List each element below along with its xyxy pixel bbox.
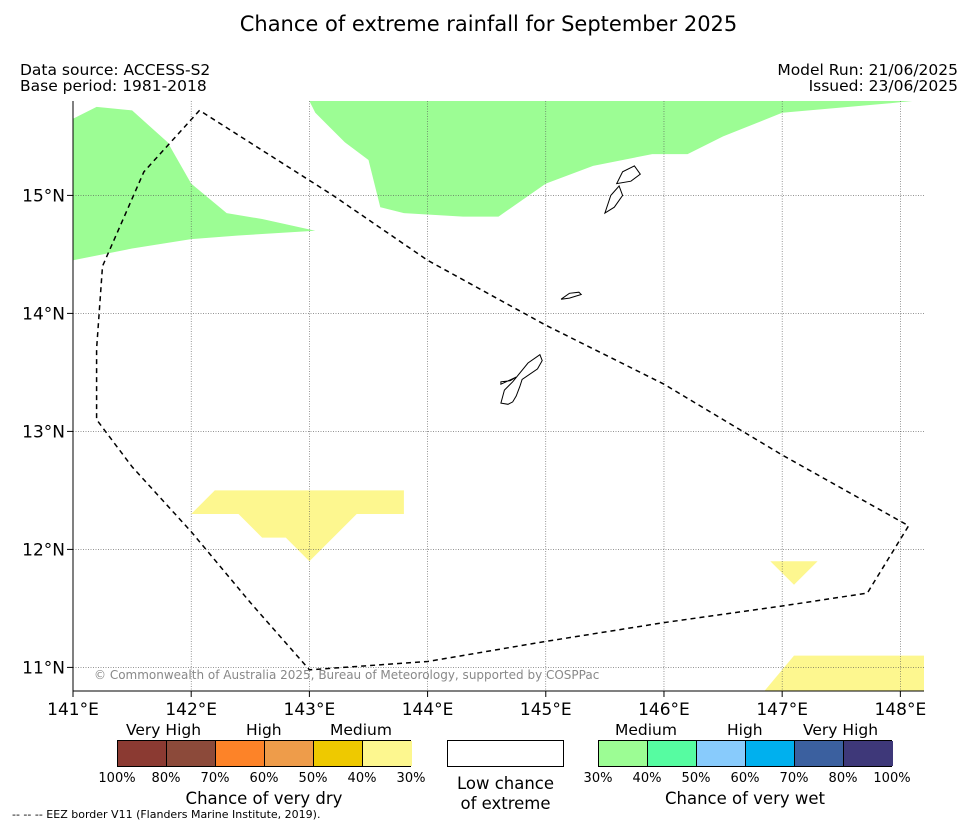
copyright-notice: © Commonwealth of Australia 2025, Bureau… — [94, 668, 599, 682]
legend-percent-label: 60% — [730, 771, 760, 786]
legend-swatch — [844, 741, 893, 766]
lon-tick-label: 146°E — [638, 700, 690, 720]
lat-tick-label: 15°N — [22, 186, 65, 206]
legend-swatch — [265, 741, 314, 766]
legend-swatch — [746, 741, 795, 766]
coastlines — [500, 165, 641, 405]
lat-tick-label: 13°N — [22, 422, 65, 442]
legend-percent-label: 50% — [298, 771, 328, 786]
legend-swatch — [167, 741, 216, 766]
legend-percent-label: 40% — [347, 771, 377, 786]
dry-caption: Chance of very dry — [185, 789, 343, 808]
legend-swatch — [599, 741, 648, 766]
data-info: Data source: ACCESS-S2 Base period: 1981… — [20, 62, 210, 94]
dry-category-very-high: Very High — [126, 721, 202, 739]
dry-category-medium: Medium — [330, 721, 392, 739]
lon-tick-label: 148°E — [875, 700, 927, 720]
dry-region-0 — [191, 490, 404, 562]
axis-ticks: 141°E 142°E 143°E 144°E 145°E 146°E 147°E 148°E… — [22, 101, 926, 720]
low-chance-swatch — [447, 740, 564, 767]
lon-tick-label: 141°E — [47, 700, 99, 720]
legend-percent-label: 30% — [583, 771, 613, 786]
wet-region-0 — [73, 106, 316, 261]
legend-percent-label: 30% — [396, 771, 426, 786]
legend-swatch — [697, 741, 746, 766]
probability-regions — [73, 101, 924, 691]
legend-percent-label: 100% — [873, 771, 911, 786]
model-run: Model Run: 21/06/2025 — [777, 61, 958, 79]
island-outline — [500, 353, 543, 405]
dry-region-1 — [770, 561, 818, 585]
issued-date: Issued: 23/06/2025 — [808, 77, 958, 95]
base-period: Base period: 1981-2018 — [20, 77, 207, 95]
low-chance-line2: of extreme — [460, 794, 551, 813]
wet-colorbar — [598, 740, 893, 767]
legend-swatch — [795, 741, 844, 766]
legend-percent-label: 80% — [828, 771, 858, 786]
lon-tick-label: 147°E — [756, 700, 808, 720]
chart-title: Chance of extreme rainfall for September… — [239, 12, 738, 36]
eez-border — [95, 109, 910, 671]
dry-category-high: High — [246, 721, 282, 739]
legend-percent-label: 50% — [681, 771, 711, 786]
legend-swatch — [314, 741, 363, 766]
island-outline — [615, 165, 641, 185]
wet-caption: Chance of very wet — [665, 789, 825, 808]
legend-percent-label: 60% — [249, 771, 279, 786]
dry-colorbar — [117, 740, 412, 767]
legend-percent-label: 40% — [632, 771, 662, 786]
eez-footnote: -- -- -- EEZ border V11 (Flanders Marine… — [12, 808, 321, 821]
island-outline — [603, 185, 624, 215]
lon-tick-label: 145°E — [520, 700, 572, 720]
wet-category-very-high: Very High — [803, 721, 879, 739]
legend-percent-label: 70% — [779, 771, 809, 786]
legend-percent-label: 80% — [151, 771, 181, 786]
legend-swatch — [118, 741, 167, 766]
legend-swatch — [216, 741, 265, 766]
lon-tick-label: 143°E — [284, 700, 336, 720]
lat-tick-label: 12°N — [22, 540, 65, 560]
run-info: Model Run: 21/06/2025 Issued: 23/06/2025 — [777, 62, 958, 94]
data-source: Data source: ACCESS-S2 — [20, 61, 211, 79]
legend-percent-label: 70% — [200, 771, 230, 786]
island-outline — [560, 291, 583, 300]
dry-region-2 — [764, 655, 924, 691]
wet-category-medium: Medium — [615, 721, 677, 739]
legend-swatch — [648, 741, 697, 766]
lat-tick-label: 14°N — [22, 304, 65, 324]
eez-boundary — [95, 109, 910, 671]
lon-tick-label: 144°E — [402, 700, 454, 720]
wet-category-high: High — [727, 721, 763, 739]
legend-swatch — [363, 741, 412, 766]
legend-percent-label: 100% — [98, 771, 136, 786]
island-outline — [500, 376, 517, 385]
lon-tick-label: 142°E — [165, 700, 217, 720]
wet-region-1 — [309, 101, 913, 217]
low-chance-caption: Low chance of extreme — [447, 774, 564, 814]
low-chance-line1: Low chance — [456, 774, 555, 793]
lat-tick-label: 11°N — [22, 658, 65, 678]
